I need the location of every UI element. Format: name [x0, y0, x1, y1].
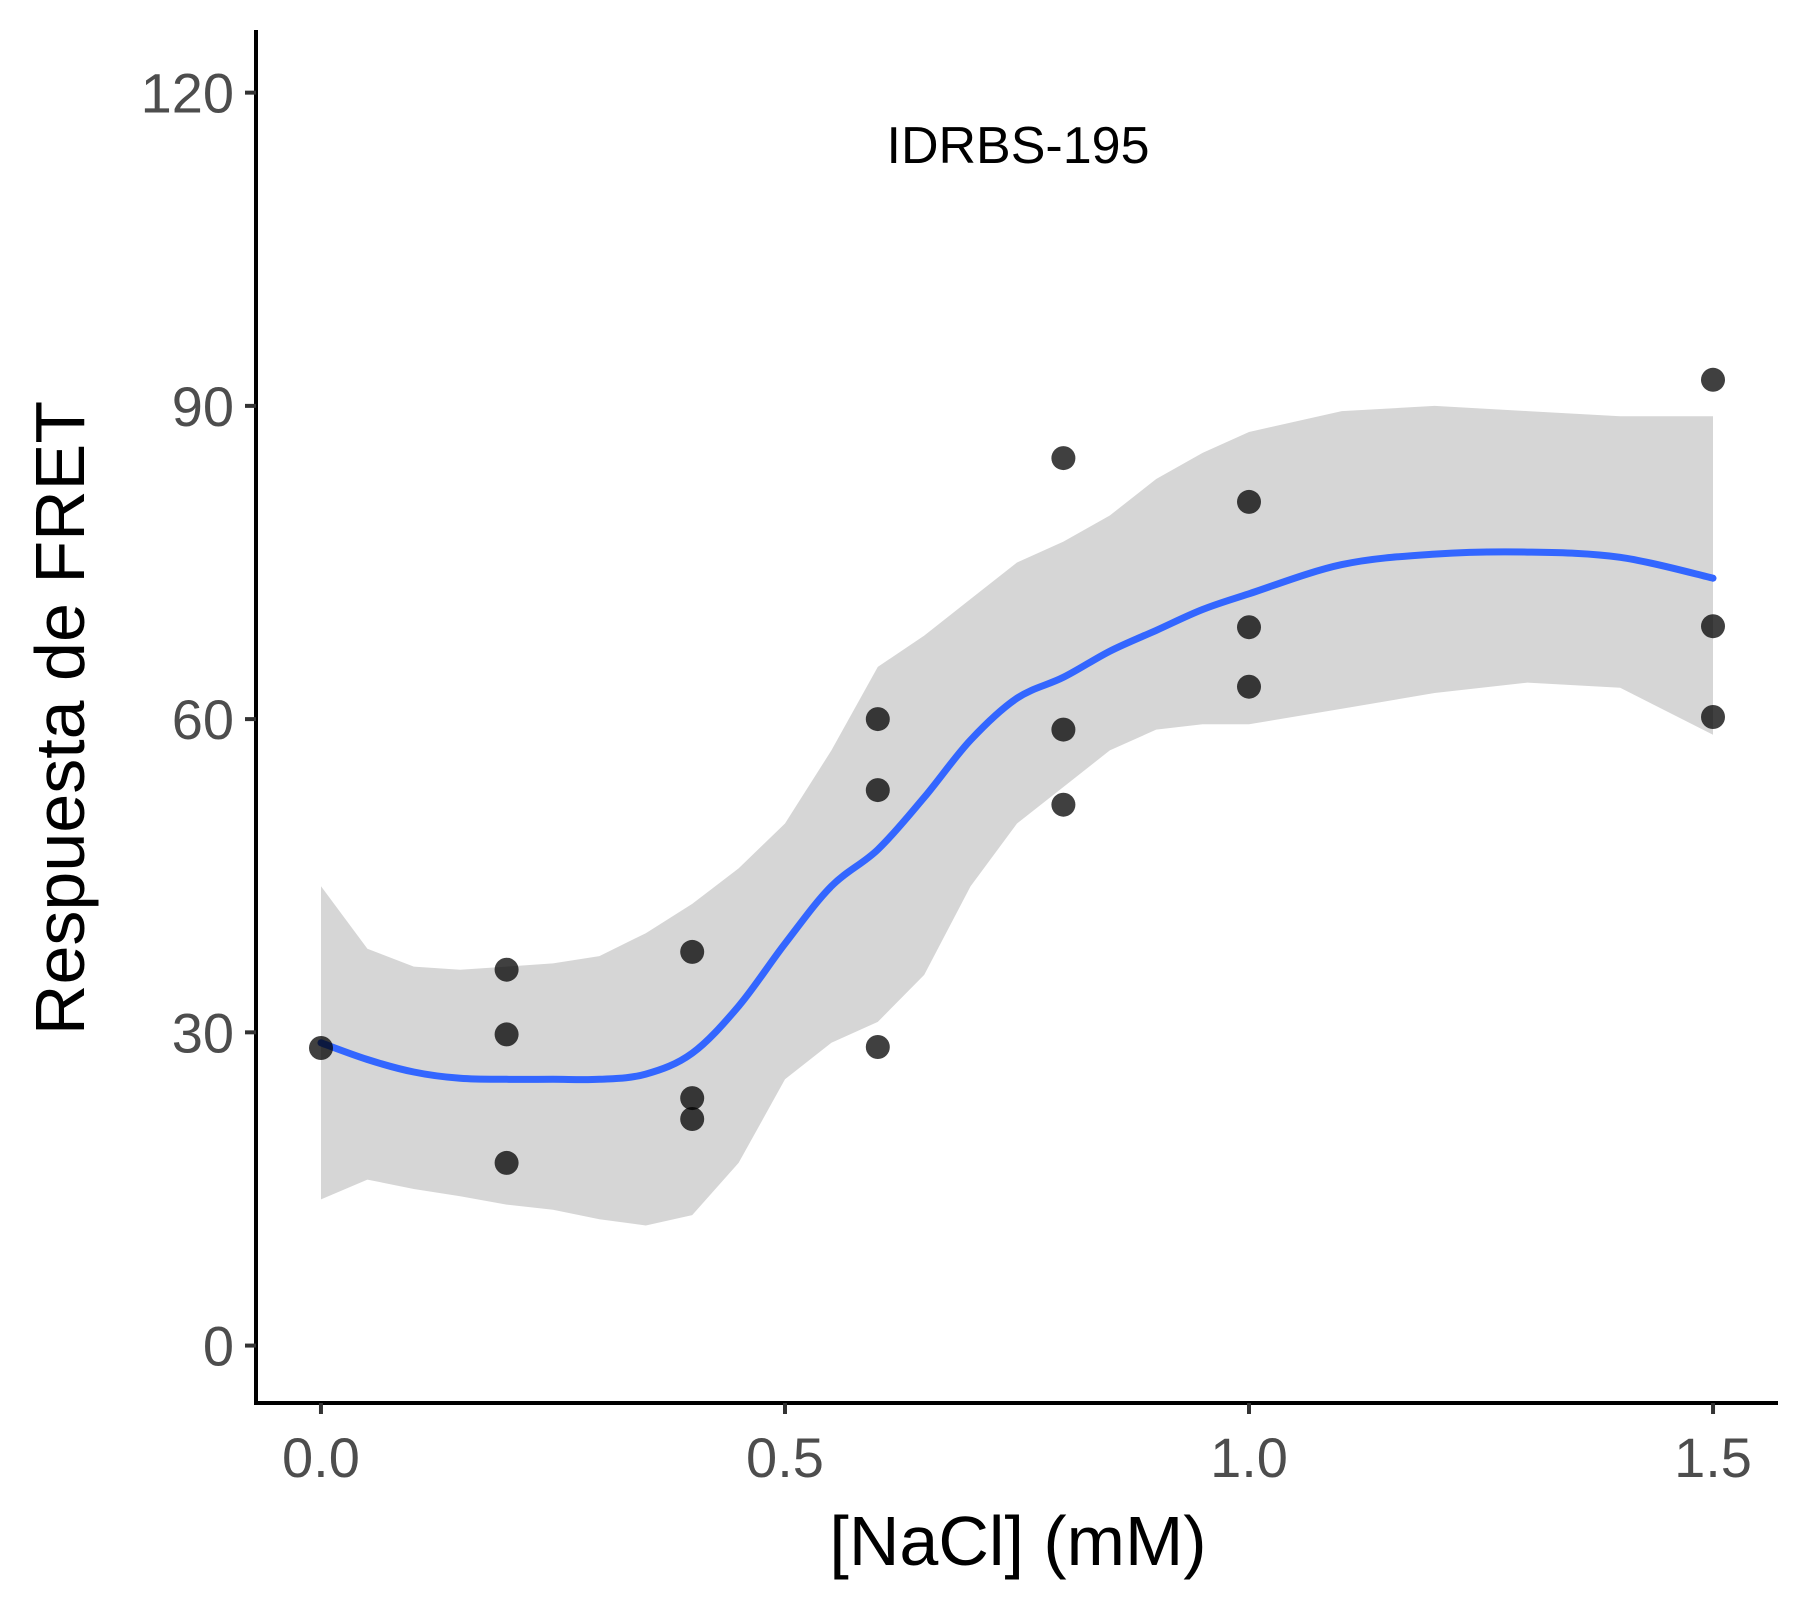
data-point	[680, 939, 705, 964]
data-point	[494, 1022, 519, 1047]
y-tick-label: 30	[172, 1001, 234, 1064]
data-point	[680, 1086, 705, 1111]
data-point	[680, 1107, 705, 1131]
data-point	[865, 1035, 890, 1059]
data-point	[1051, 717, 1076, 742]
x-axis-title: [NaCl] (mM)	[829, 1502, 1206, 1580]
y-tick-label: 60	[172, 688, 234, 751]
data-points	[309, 367, 1725, 1175]
data-point	[1701, 367, 1725, 392]
y-tick-label: 120	[141, 62, 234, 125]
y-tick-label: 0	[203, 1315, 234, 1378]
data-point	[1237, 615, 1261, 640]
x-tick-label: 0.0	[282, 1426, 360, 1489]
data-point	[1701, 614, 1725, 639]
data-point	[1237, 489, 1261, 514]
data-point	[1051, 446, 1076, 471]
x-axis-ticks: 0.0 0.5 1.0 1.5	[282, 1403, 1752, 1489]
x-tick-label: 0.5	[746, 1426, 824, 1489]
y-axis-ticks: 0 30 60 90 120	[141, 62, 256, 1378]
x-tick-label: 1.5	[1674, 1426, 1752, 1489]
data-point	[1051, 792, 1076, 817]
data-point	[865, 707, 890, 732]
data-point	[309, 1036, 333, 1060]
y-axis-title: Respuesta de FRET	[21, 401, 99, 1035]
x-tick-label: 1.0	[1210, 1426, 1288, 1489]
smooth-trend-line	[317, 548, 1717, 1084]
confidence-ribbon	[321, 405, 1713, 1226]
data-point	[494, 957, 519, 982]
series-annotation: IDRBS-195	[887, 117, 1150, 175]
data-point	[865, 778, 890, 803]
data-point	[1701, 705, 1725, 729]
y-tick-label: 90	[172, 375, 234, 438]
data-point	[494, 1150, 519, 1175]
data-point	[1237, 674, 1261, 699]
